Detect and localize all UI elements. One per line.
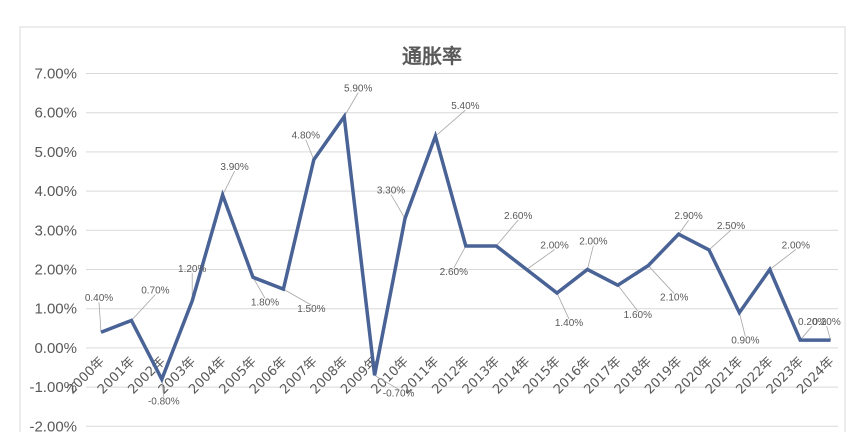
data-label: 0.90% (731, 336, 759, 347)
leader-line (495, 219, 519, 247)
data-label: 2.00% (782, 241, 810, 252)
leader-line (305, 139, 315, 160)
data-label: 2.60% (504, 211, 532, 222)
chart-title: 通胀率 (402, 44, 462, 68)
leader-line (617, 284, 639, 312)
y-tick-label: -1.00% (29, 379, 77, 396)
leader-line (647, 265, 675, 294)
data-label: 1.20% (178, 264, 206, 275)
data-label: 0.20% (798, 317, 826, 328)
data-label: 2.90% (674, 211, 702, 222)
data-label: 3.30% (377, 186, 405, 197)
data-label: 0.40% (85, 293, 113, 304)
series-line-layer (100, 111, 831, 384)
leader-line (708, 229, 732, 251)
y-tick-label: 5.00% (34, 144, 77, 161)
data-label: 1.40% (555, 318, 583, 329)
leader-line (390, 194, 406, 219)
data-label: 1.60% (624, 310, 652, 321)
data-label: 0.20% (812, 317, 840, 328)
data-label: 0.70% (141, 285, 169, 296)
leader-line (343, 92, 359, 117)
y-tick-label: 0.00% (34, 340, 77, 357)
leader-line (222, 170, 235, 196)
leader-line (526, 249, 555, 270)
leader-line (587, 245, 594, 270)
leader-line (435, 109, 466, 137)
data-label: 5.40% (451, 101, 479, 112)
y-tick-label: 6.00% (34, 105, 77, 122)
series-line (100, 111, 831, 384)
leader-line (799, 325, 813, 341)
data-label: 1.80% (251, 297, 279, 308)
data-label: 2.00% (540, 241, 568, 252)
y-tick-label: 3.00% (34, 222, 77, 239)
data-label: 4.80% (292, 131, 320, 142)
leader-line (826, 325, 831, 341)
leader-line (252, 277, 266, 299)
data-labels: 0.40% 0.70% -0.80% 1.20% 3.90% 1.80% 1.50% 4.80… (85, 84, 841, 408)
y-tick-label: -2.00% (29, 418, 77, 432)
leader-line (453, 245, 467, 269)
leader-line (739, 312, 746, 337)
y-tick-label: 7.00% (34, 66, 77, 83)
y-tick-label: 2.00% (34, 262, 77, 279)
data-label: 2.10% (660, 293, 688, 304)
y-tick-label: 1.00% (34, 301, 77, 318)
data-label: 2.50% (717, 221, 745, 232)
y-axis-tick-labels: -2.00% -1.00% 0.00% 1.00% 2.00% 3.00% 4.00% 5.0… (29, 66, 77, 432)
leader-line (769, 249, 797, 270)
data-label: -0.80% (148, 396, 180, 407)
data-label: 5.90% (344, 84, 372, 95)
leader-line (283, 288, 312, 306)
data-label: -0.70% (383, 388, 415, 399)
leader-line (556, 292, 570, 320)
data-label: 3.90% (220, 162, 248, 173)
leader-line (678, 219, 689, 235)
data-label: 1.50% (297, 304, 325, 315)
leader-line (131, 294, 156, 321)
leader-line (374, 374, 399, 390)
data-label-leader-lines (98, 92, 831, 398)
leader-line (98, 302, 102, 333)
data-label: 2.00% (579, 237, 607, 248)
data-label: 2.60% (440, 267, 468, 278)
chart-area-frame (19, 26, 846, 432)
y-tick-label: 4.00% (34, 183, 77, 200)
